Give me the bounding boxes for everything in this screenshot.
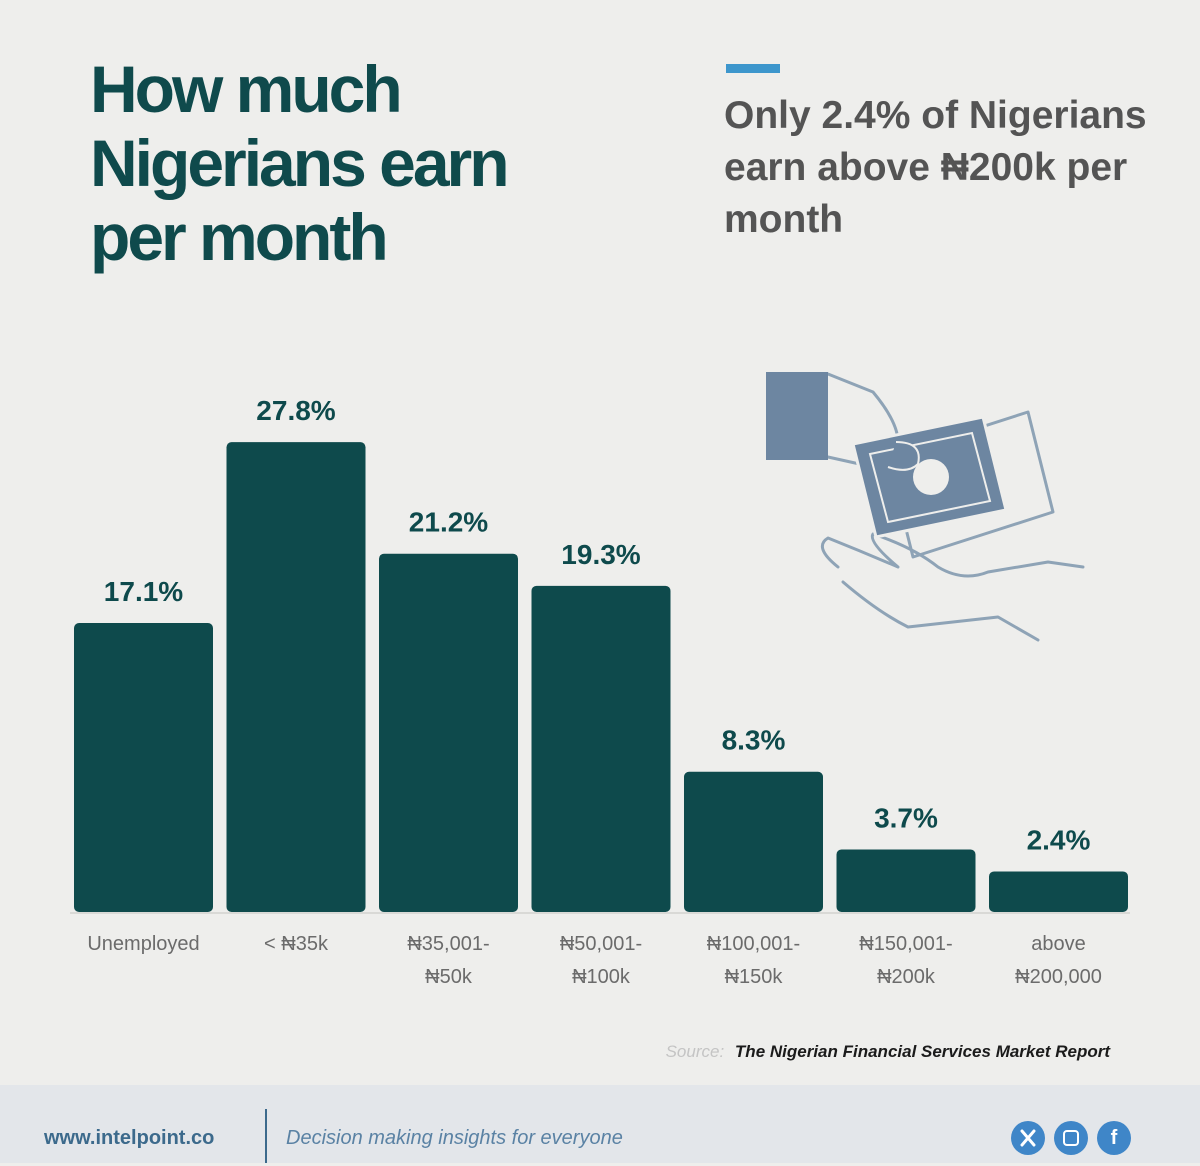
bar-chart: 17.1% Unemployed 27.8% < ₦35k 21.2% ₦35,001- ₦… bbox=[70, 395, 1130, 988]
data-label: 3.7% bbox=[874, 802, 938, 833]
website-link[interactable]: www.intelpoint.co bbox=[44, 1127, 215, 1149]
category-label: ₦100,001- bbox=[707, 933, 800, 955]
source-text: The Nigerian Financial Services Market R… bbox=[734, 1042, 1110, 1061]
facebook-glyph: f bbox=[1110, 1127, 1118, 1149]
footer: www.intelpoint.co Decision making insigh… bbox=[0, 1085, 1200, 1163]
bar bbox=[684, 771, 823, 912]
category-label: ₦200k bbox=[877, 966, 936, 988]
category-label: ₦50k bbox=[425, 966, 473, 988]
bar bbox=[989, 871, 1128, 912]
footer-divider bbox=[265, 1109, 267, 1163]
data-label: 2.4% bbox=[1027, 824, 1091, 855]
source-note: Source: The Nigerian Financial Services … bbox=[666, 1042, 1110, 1062]
category-label: ₦150k bbox=[725, 966, 784, 988]
instagram-icon[interactable] bbox=[1054, 1121, 1088, 1155]
data-label: 21.2% bbox=[409, 507, 488, 538]
data-label: 19.3% bbox=[561, 539, 640, 570]
facebook-icon[interactable]: f bbox=[1097, 1121, 1131, 1155]
bar bbox=[226, 442, 366, 912]
bar bbox=[74, 623, 213, 912]
category-label: above bbox=[1031, 933, 1086, 955]
data-label: 17.1% bbox=[104, 576, 183, 607]
category-label: < ₦35k bbox=[264, 933, 329, 955]
bar bbox=[836, 849, 976, 912]
category-label: ₦50,001- bbox=[560, 933, 642, 955]
category-label: ₦100k bbox=[572, 966, 631, 988]
chart-title: How much Nigerians earn per month bbox=[90, 52, 510, 274]
headline: Only 2.4% of Nigerians earn above ₦200k … bbox=[724, 94, 1147, 241]
bar bbox=[379, 553, 518, 912]
category-label: ₦200,000 bbox=[1015, 966, 1102, 988]
x-icon[interactable] bbox=[1011, 1121, 1045, 1155]
accent-dash bbox=[726, 64, 780, 73]
category-label: ₦35,001- bbox=[407, 933, 489, 955]
category-label: ₦150,001- bbox=[859, 933, 952, 955]
source-label: Source: bbox=[665, 1042, 725, 1061]
tagline: Decision making insights for everyone bbox=[286, 1127, 623, 1149]
category-label: Unemployed bbox=[87, 933, 199, 955]
money-hand-icon bbox=[766, 372, 1085, 642]
bar bbox=[531, 585, 671, 912]
data-label: 8.3% bbox=[722, 725, 786, 756]
data-label: 27.8% bbox=[256, 395, 335, 426]
